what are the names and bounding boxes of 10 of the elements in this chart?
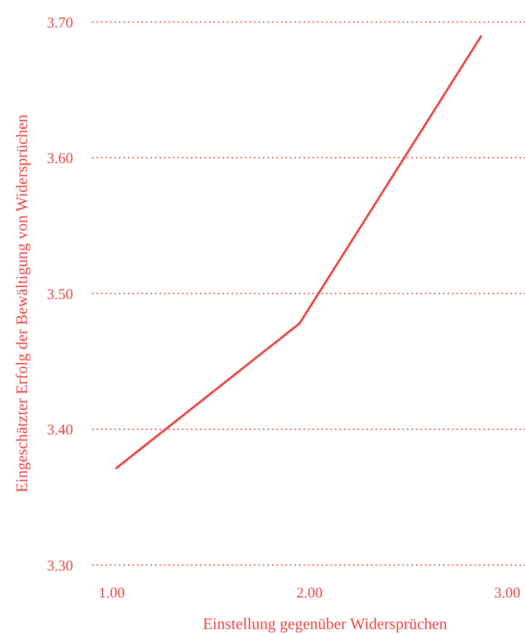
x-axis-title: Einstellung gegenüber Widersprüchen xyxy=(202,616,448,633)
y-tick-label: 3.50 xyxy=(46,286,74,303)
x-tick-label: 2.00 xyxy=(296,585,323,602)
y-axis-title: Eingeschätzter Erfolg der Bewältigung von Widersprüchen xyxy=(14,114,31,493)
y-tick-label: 3.60 xyxy=(46,151,74,167)
y-tick-label: 3.40 xyxy=(46,422,74,438)
y-tick-label: 3.70 xyxy=(46,15,74,32)
y-tick-label: 3.30 xyxy=(46,558,74,574)
x-tick-label: 3.00 xyxy=(494,585,520,602)
x-tick-label: 1.00 xyxy=(98,585,125,602)
